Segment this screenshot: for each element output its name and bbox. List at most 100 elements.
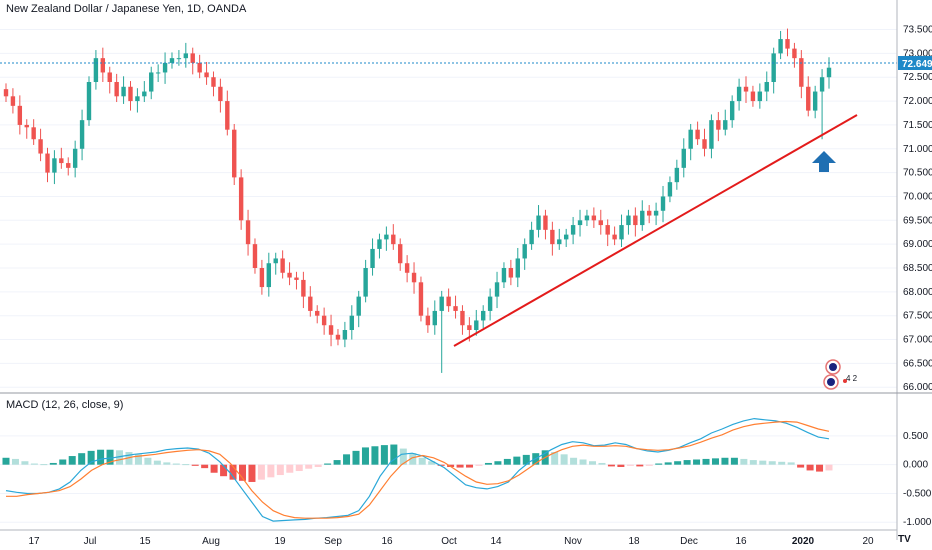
candle-body (238, 177, 244, 221)
candle-body (557, 239, 562, 245)
macd-hist-bar (740, 458, 748, 465)
candle-body (72, 148, 78, 168)
time-tick-label: 2020 (792, 536, 815, 547)
time-tick-label: 19 (274, 536, 286, 547)
macd-hist-bar (324, 463, 332, 465)
candle-body (487, 296, 493, 311)
macd-hist-bar (229, 464, 237, 480)
candle-body (598, 220, 603, 226)
time-axis[interactable]: 17 Jul 15 Aug 19 Sep 16 Oct 14 Nov 18 Dec 16 2020 20 (28, 536, 874, 547)
chart-title: New Zealand Dollar / Japanese Yen, 1D, O… (6, 3, 247, 15)
macd-hist-bar (11, 458, 19, 465)
macd-hist-bar (295, 464, 303, 472)
price-tick-label: 72.000 (903, 96, 932, 107)
macd-hist-bar (466, 464, 474, 468)
candle-body (100, 58, 106, 73)
price-tick-label: 68.500 (903, 263, 932, 274)
time-tick-label: Sep (324, 536, 342, 547)
candle-body (806, 86, 811, 111)
macd-hist-bar (655, 463, 663, 465)
macd-axis[interactable]: 0.500 0.000 -0.500 -1.000 (903, 431, 932, 528)
macd-hist-bar (626, 464, 634, 466)
macd-hist-bar (513, 456, 521, 465)
candle-body (716, 120, 721, 130)
macd-hist-bar (768, 461, 776, 465)
macd-hist-bar (201, 464, 209, 469)
price-tick-label: 72.500 (903, 72, 932, 83)
candle-body (342, 330, 348, 340)
macd-hist-bar (97, 449, 105, 465)
candle-body (218, 86, 223, 102)
candle-body (633, 215, 638, 226)
price-tick-label: 71.000 (903, 144, 932, 155)
candle-body (778, 39, 783, 54)
macd-hist-bar (806, 464, 814, 471)
candle-body (328, 325, 334, 335)
price-tick-label: 73.000 (903, 48, 932, 59)
candle-body (605, 225, 610, 235)
macd-hist-bar (645, 464, 653, 466)
candle-body (38, 139, 43, 154)
price-tick-label: 69.000 (903, 239, 932, 250)
macd-hist-bar (2, 457, 10, 465)
candle-body (439, 296, 444, 311)
events-badge[interactable]: 4 2 (823, 359, 858, 390)
candle-body (577, 220, 583, 226)
candle-body (142, 91, 147, 97)
price-axis[interactable]: 66.000 66.500 67.000 67.500 68.000 68.500 69.0… (903, 25, 932, 394)
macd-hist-bar (343, 454, 351, 465)
macd-hist-bar (380, 445, 388, 465)
macd-hist-bar (579, 459, 587, 465)
candle-body (612, 234, 617, 240)
macd-hist-bar (503, 458, 511, 465)
macd-hist-bar (134, 454, 142, 465)
macd-tick-label: 0.000 (903, 460, 928, 471)
flag-inner-icon (829, 363, 837, 371)
macd-hist-bar (248, 464, 256, 482)
price-tick-label: 66.000 (903, 382, 932, 393)
candle-body (225, 101, 230, 130)
macd-hist-bar (276, 464, 284, 476)
macd-hist-bar (172, 463, 180, 465)
macd-hist-bar (333, 460, 341, 465)
candle-body (660, 196, 666, 211)
candle-body (750, 91, 756, 102)
macd-tick-label: -0.500 (903, 488, 932, 499)
candle-body (259, 268, 265, 288)
candle-body (515, 258, 520, 278)
candle-body (619, 225, 624, 240)
signal-line (6, 420, 830, 519)
candle-body (31, 127, 36, 140)
flag-inner-icon-2 (827, 378, 835, 386)
macd-hist-bar (267, 464, 275, 478)
candle-body (162, 62, 168, 73)
candle-body (183, 53, 189, 59)
trendline[interactable] (453, 114, 858, 347)
candle-body (107, 72, 112, 82)
last-price-label: 72.649 (898, 56, 932, 70)
macd-hist-bar (721, 457, 729, 465)
candle-body (10, 96, 16, 106)
tradingview-logo[interactable]: TV (898, 534, 911, 545)
macd-hist-bar (153, 460, 161, 465)
candle-body (709, 120, 714, 149)
price-tick-label: 70.000 (903, 191, 932, 202)
macd-hist-bar (825, 464, 833, 471)
macd-hist-bar (711, 458, 719, 465)
time-tick-label: Jul (84, 536, 97, 547)
candle-body (66, 163, 71, 168)
candle-body (640, 210, 645, 226)
candle-body (266, 263, 272, 288)
macd-hist-bar (21, 461, 29, 465)
candle-body (446, 296, 451, 307)
candle-body (301, 279, 306, 297)
up-arrow-icon (812, 151, 836, 172)
candle-body (494, 282, 500, 297)
macd-hist-bar (636, 464, 644, 467)
macd-hist-bar (163, 462, 171, 465)
event-dot-icon (843, 379, 847, 383)
candle-body (584, 215, 590, 221)
candle-body (321, 315, 327, 326)
candle-body (764, 82, 769, 92)
